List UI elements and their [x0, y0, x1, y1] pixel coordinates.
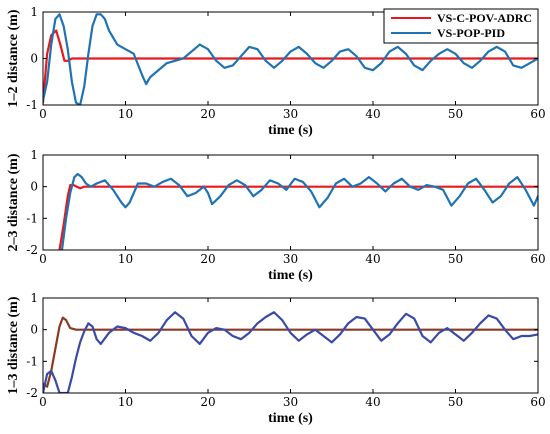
- x-tick-label: 60: [530, 107, 545, 121]
- x-axis-label: time (s): [268, 411, 313, 426]
- panel-2-3-distance: 0 10 20 30 40 50 60 -2 -1 0 1 time (s) 2–3 distance …: [6, 148, 546, 283]
- x-tick-label: 10: [118, 107, 133, 121]
- legend-box: [383, 8, 539, 44]
- x-tick-label: 50: [448, 107, 463, 121]
- series-line-vs-c-pov-adrc: [58, 183, 538, 250]
- x-tick-label: 60: [530, 252, 545, 266]
- x-tick-label: 50: [448, 395, 463, 409]
- x-tick-label: 30: [283, 107, 298, 121]
- y-tick-label: -1: [26, 98, 38, 112]
- x-tick-label: 20: [200, 107, 215, 121]
- x-tick-label: 30: [283, 252, 298, 266]
- x-tick-label: 0: [39, 252, 47, 266]
- y-axis-label-2-3: 2–3 distance (m): [6, 153, 21, 251]
- y-tick-label: -2: [26, 243, 38, 257]
- x-axis-label: time (s): [268, 268, 313, 283]
- y-tick-label: -1: [26, 211, 38, 225]
- y-tick-label: 1: [30, 291, 38, 305]
- y-tick-label: 0: [30, 323, 38, 337]
- y-tick-label: -1: [26, 354, 38, 368]
- x-tick-label: 60: [530, 395, 545, 409]
- x-tick-label: 40: [365, 252, 380, 266]
- x-tick-label: 50: [448, 252, 463, 266]
- y-axis-label-1-2: 1–2 distance (m): [6, 9, 21, 107]
- x-tick-label: 40: [365, 107, 380, 121]
- x-tick-label: 40: [365, 395, 380, 409]
- x-tick-label: 30: [283, 395, 298, 409]
- y-axis-label-1-3: 1–3 distance (m): [6, 296, 21, 394]
- x-tick-label: 10: [118, 395, 133, 409]
- x-axis-label: time (s): [268, 123, 313, 138]
- series-line-vs-pop-pid: [43, 311, 538, 393]
- legend-label-vs-c-pov-adrc: VS-C-POV-ADRC: [437, 11, 532, 25]
- y-tick-label: 1: [30, 148, 38, 162]
- y-tick-label: 1: [30, 5, 38, 19]
- x-tick-label: 20: [200, 252, 215, 266]
- series-line-vs-c-pov-adrc: [43, 29, 538, 104]
- series-line-vs-c-pov-adrc: [43, 316, 538, 388]
- series-line-vs-pop-pid: [43, 13, 538, 105]
- y-tick-label: 0: [30, 52, 38, 66]
- x-tick-label: 0: [39, 395, 47, 409]
- y-tick-label: 0: [30, 180, 38, 194]
- x-tick-label: 0: [39, 107, 47, 121]
- legend: VS-C-POV-ADRC VS-POP-PID: [383, 8, 539, 44]
- legend-label-vs-pop-pid: VS-POP-PID: [437, 26, 505, 40]
- x-tick-label: 10: [118, 252, 133, 266]
- x-tick-label: 20: [200, 395, 215, 409]
- panel-1-3-distance: 0 10 20 30 40 50 60 -2 -1 0 1 time (s) 1–3 distance …: [6, 291, 546, 426]
- series-line-vs-pop-pid: [60, 172, 538, 250]
- y-tick-label: -2: [26, 386, 38, 400]
